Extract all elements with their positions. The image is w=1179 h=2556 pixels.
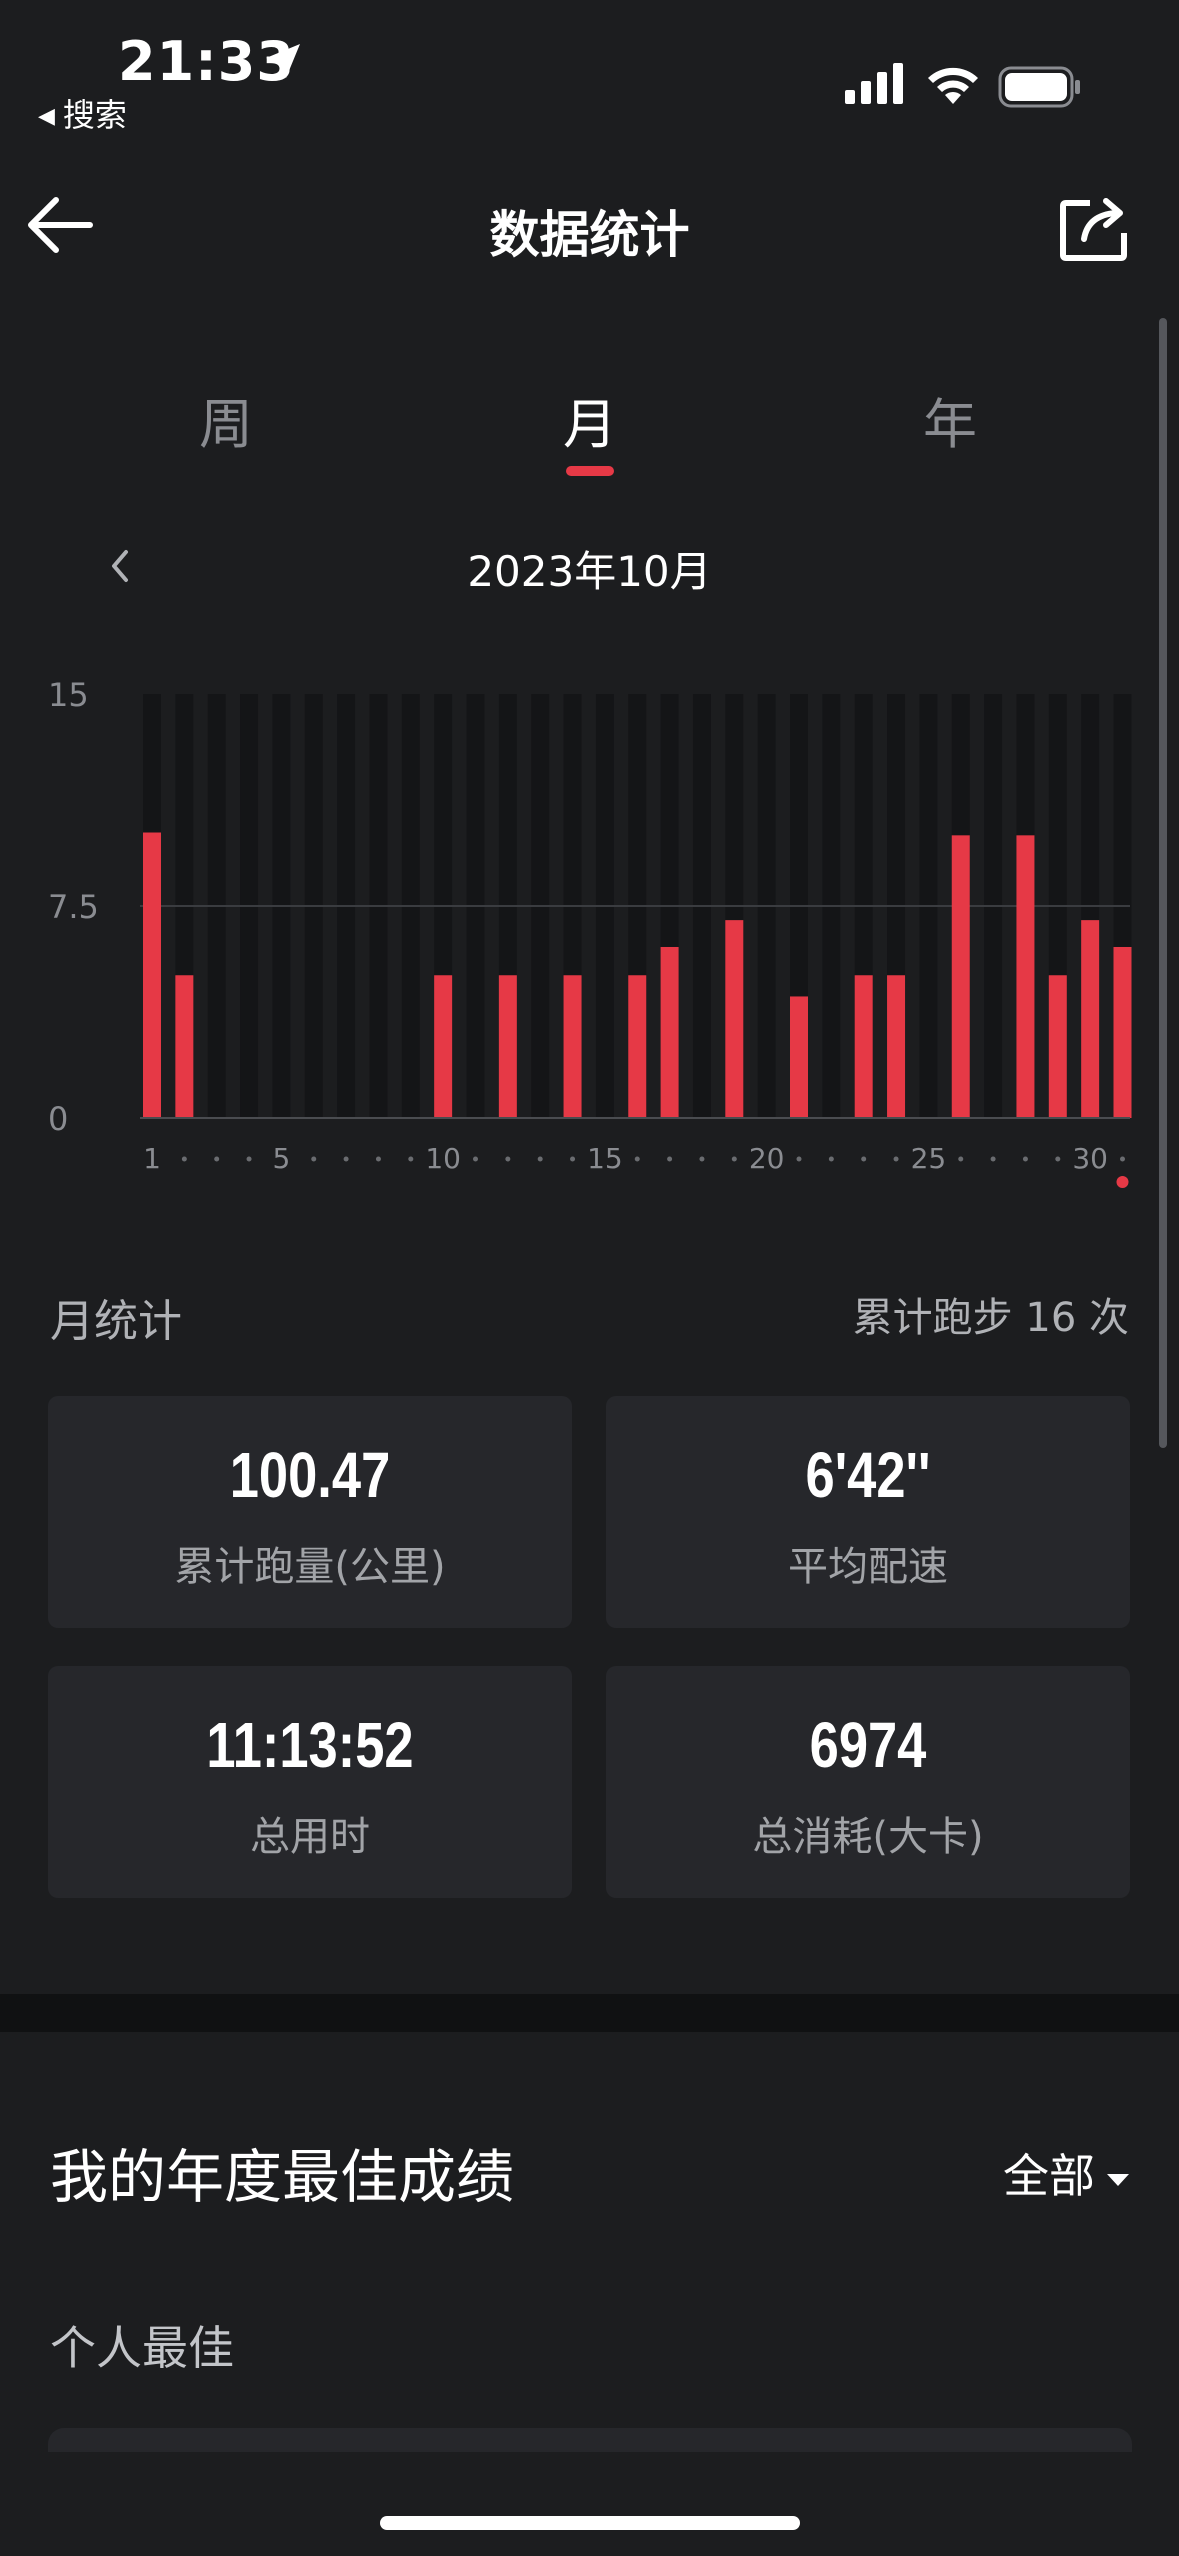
month-label: 2023年10月 <box>0 538 1179 599</box>
x-tick-label: 10 <box>425 1142 461 1175</box>
status-back-label: 搜索 <box>63 96 127 134</box>
x-tick-dot <box>538 1157 543 1162</box>
x-tick-dot <box>505 1157 510 1162</box>
stat-card-calories[interactable]: 6974 总消耗(大卡) <box>606 1666 1130 1898</box>
bar-day-12 <box>499 975 517 1118</box>
run-count: 累计跑步 16 次 <box>853 1285 1129 1343</box>
active-tab-indicator <box>566 466 614 476</box>
x-tick-dot <box>408 1157 413 1162</box>
x-tick-dot <box>570 1157 575 1162</box>
battery-icon <box>998 66 1082 108</box>
stat-value: 6974 <box>653 1708 1083 1782</box>
location-arrow-icon <box>262 40 304 82</box>
bar-day-10 <box>434 975 452 1118</box>
bar-day-17 <box>661 947 679 1118</box>
x-tick-dot <box>894 1157 899 1162</box>
section-divider <box>0 1994 1179 2032</box>
bottom-safe-area <box>0 2452 1179 2556</box>
today-marker <box>1117 1176 1129 1188</box>
x-tick-dot <box>1120 1157 1125 1162</box>
x-tick-label: 1 <box>143 1142 161 1175</box>
tab-month[interactable]: 月 <box>490 380 690 459</box>
filter-label: 全部 <box>1003 2149 1095 2203</box>
bar-day-1 <box>143 833 161 1118</box>
page-title: 数据统计 <box>0 195 1179 267</box>
wifi-icon <box>925 62 981 106</box>
bar-day-16 <box>628 975 646 1118</box>
bar-day-14 <box>564 975 582 1118</box>
x-tick-label: 20 <box>749 1142 785 1175</box>
x-axis-ticks: 1 5 10 15 20 25 30 <box>143 1142 1128 1188</box>
stat-card-duration[interactable]: 11:13:52 总用时 <box>48 1666 572 1898</box>
x-tick-label: 30 <box>1072 1142 1108 1175</box>
x-tick-label: 5 <box>272 1142 290 1175</box>
filter-dropdown[interactable]: 全部 <box>1003 2140 1131 2206</box>
bar-day-21 <box>790 996 808 1118</box>
bar-day-30 <box>1081 920 1099 1118</box>
bar-day-29 <box>1049 975 1067 1118</box>
bar-day-2 <box>175 975 193 1118</box>
x-tick-dot <box>829 1157 834 1162</box>
x-tick-dot <box>635 1157 640 1162</box>
bar-day-26 <box>952 835 970 1118</box>
x-tick-dot <box>958 1157 963 1162</box>
x-tick-dot <box>699 1157 704 1162</box>
stat-value: 100.47 <box>95 1438 525 1512</box>
stat-value: 11:13:52 <box>95 1708 525 1782</box>
stat-label: 平均配速 <box>606 1534 1130 1592</box>
x-tick-dot <box>797 1157 802 1162</box>
share-icon[interactable] <box>1060 195 1130 261</box>
bar-day-28 <box>1016 835 1034 1118</box>
bar-day-24 <box>887 975 905 1118</box>
x-tick-dot <box>991 1157 996 1162</box>
x-tick-label: 15 <box>587 1142 623 1175</box>
stat-label: 总用时 <box>48 1804 572 1862</box>
bar-day-23 <box>855 975 873 1118</box>
x-tick-dot <box>1023 1157 1028 1162</box>
x-tick-dot <box>182 1157 187 1162</box>
home-indicator[interactable] <box>380 2516 800 2530</box>
x-tick-dot <box>247 1157 252 1162</box>
stat-card-pace[interactable]: 6'42'' 平均配速 <box>606 1396 1130 1628</box>
cellular-signal-icon <box>845 62 907 106</box>
stat-value: 6'42'' <box>653 1438 1083 1512</box>
tab-week[interactable]: 周 <box>126 380 326 459</box>
monthly-stats-title: 月统计 <box>50 1285 182 1349</box>
personal-best-subtitle: 个人最佳 <box>50 2312 234 2378</box>
bar-day-31 <box>1114 947 1132 1118</box>
status-back-link[interactable]: ◀ 搜索 <box>38 90 127 136</box>
stat-label: 总消耗(大卡) <box>606 1804 1130 1862</box>
caret-down-icon <box>1105 2145 1131 2199</box>
annual-best-title: 我的年度最佳成绩 <box>50 2130 514 2214</box>
x-tick-dot <box>473 1157 478 1162</box>
y-tick-label: 7.5 <box>48 888 99 926</box>
stat-card-distance[interactable]: 100.47 累计跑量(公里) <box>48 1396 572 1628</box>
x-tick-dot <box>861 1157 866 1162</box>
x-tick-dot <box>344 1157 349 1162</box>
y-tick-label: 0 <box>48 1100 68 1138</box>
y-tick-label: 15 <box>48 676 89 714</box>
bar-day-19 <box>725 920 743 1118</box>
monthly-distance-chart: 157.50 1 5 10 15 20 25 30 <box>0 660 1179 1200</box>
back-triangle-icon: ◀ <box>38 104 55 129</box>
tab-year[interactable]: 年 <box>850 380 1050 459</box>
y-axis-ticks: 157.50 <box>48 676 99 1138</box>
x-tick-dot <box>667 1157 672 1162</box>
x-tick-dot <box>732 1157 737 1162</box>
x-tick-dot <box>1055 1157 1060 1162</box>
x-tick-dot <box>214 1157 219 1162</box>
x-tick-label: 25 <box>911 1142 947 1175</box>
x-tick-dot <box>311 1157 316 1162</box>
stat-label: 累计跑量(公里) <box>48 1534 572 1592</box>
x-tick-dot <box>376 1157 381 1162</box>
